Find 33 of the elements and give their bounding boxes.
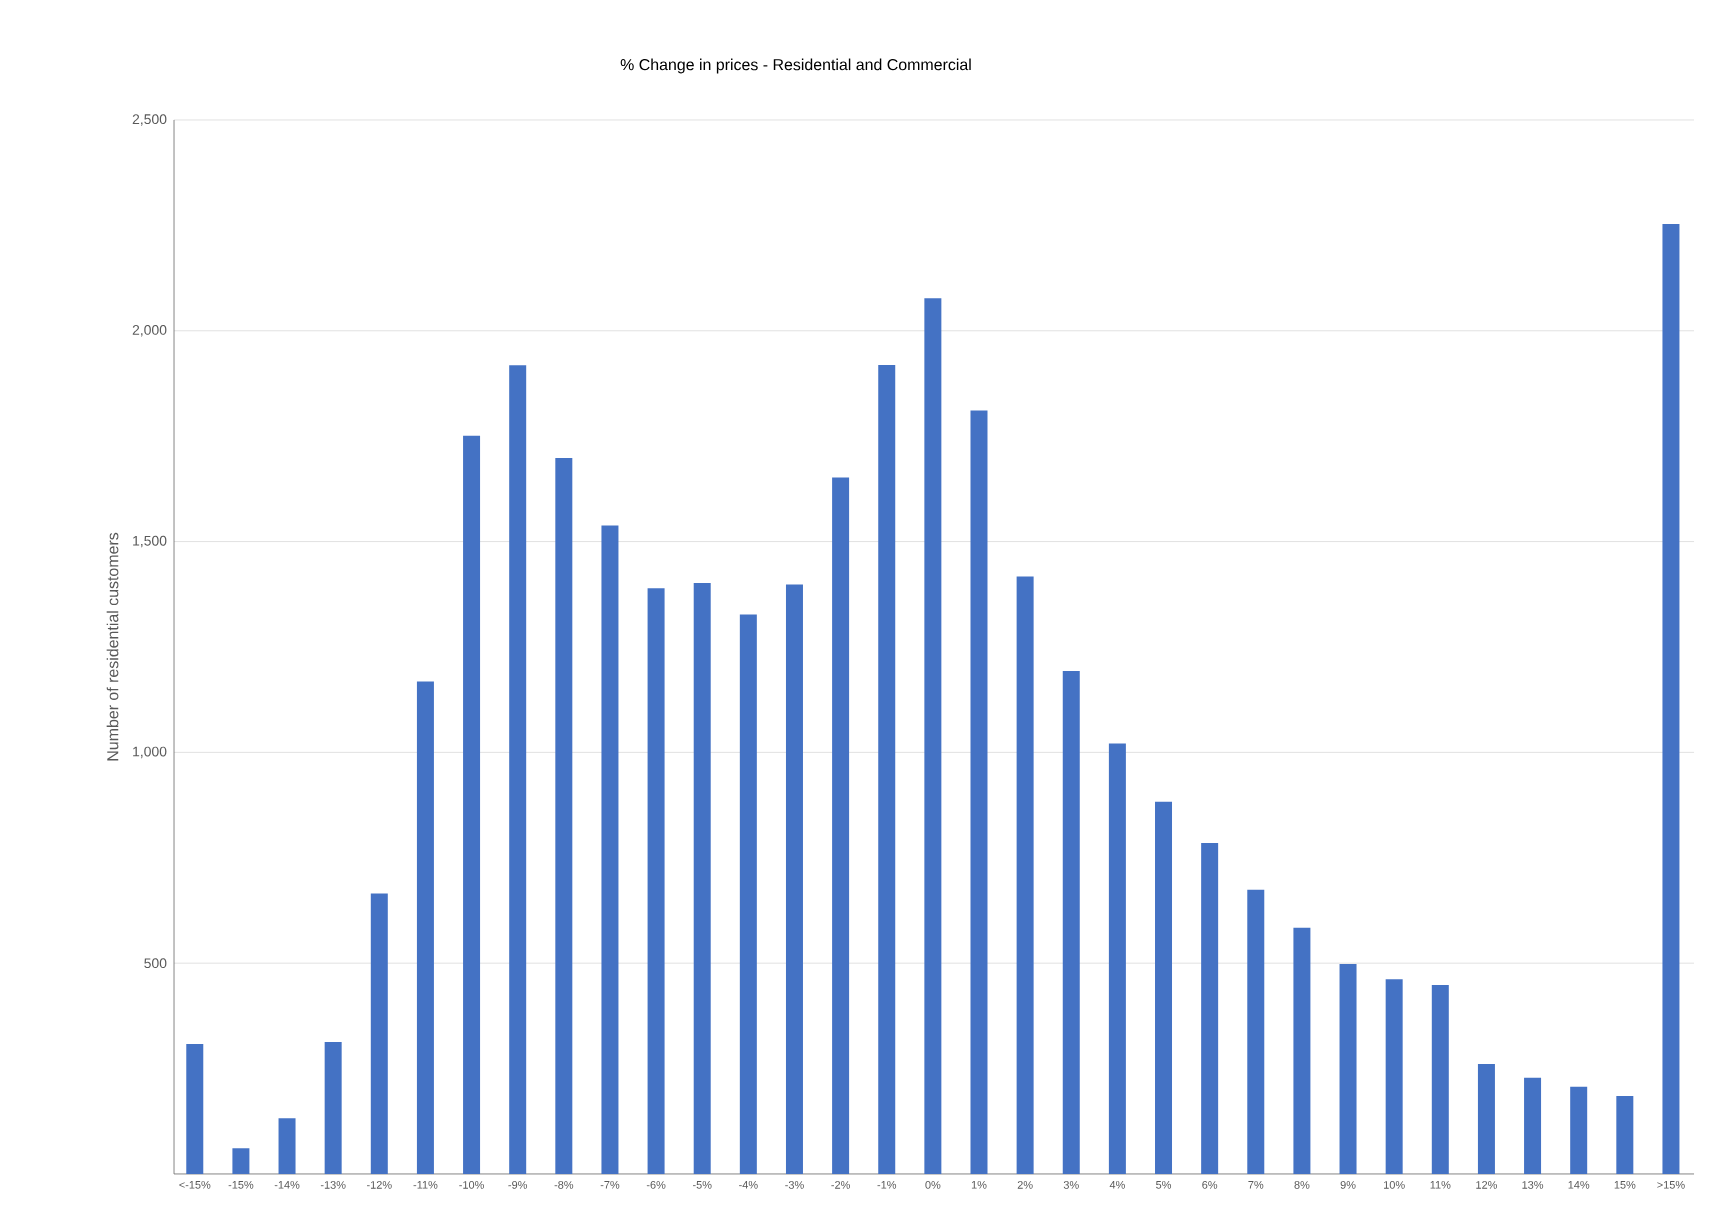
- bar: [1616, 1095, 1634, 1174]
- bar: [693, 582, 711, 1174]
- bar: [186, 1044, 204, 1174]
- bar: [924, 298, 942, 1174]
- bar: [1385, 979, 1403, 1174]
- bar: [1293, 927, 1311, 1174]
- bar: [324, 1042, 342, 1174]
- bar: [1431, 985, 1449, 1174]
- bar: [1477, 1063, 1495, 1174]
- bar: [1247, 889, 1265, 1174]
- bar: [970, 410, 988, 1174]
- bar: [1524, 1077, 1542, 1174]
- bar: [1201, 843, 1219, 1174]
- bar: [416, 681, 434, 1174]
- bar: [1339, 964, 1357, 1174]
- bar: [463, 435, 481, 1174]
- bar: [509, 365, 527, 1174]
- bar: [232, 1148, 250, 1174]
- bar: [370, 893, 388, 1174]
- bar: [878, 364, 896, 1174]
- bar: [785, 584, 803, 1174]
- bar: [1155, 801, 1173, 1174]
- bar: [739, 614, 757, 1174]
- bar: [832, 477, 850, 1174]
- bar: [1570, 1086, 1588, 1174]
- bar: [1108, 743, 1126, 1174]
- bar: [1016, 576, 1034, 1174]
- bar: [647, 588, 665, 1174]
- bar: [601, 525, 619, 1174]
- bar: [278, 1118, 296, 1174]
- bar: [555, 458, 573, 1174]
- bar: [1662, 224, 1680, 1174]
- bar: [1062, 671, 1080, 1174]
